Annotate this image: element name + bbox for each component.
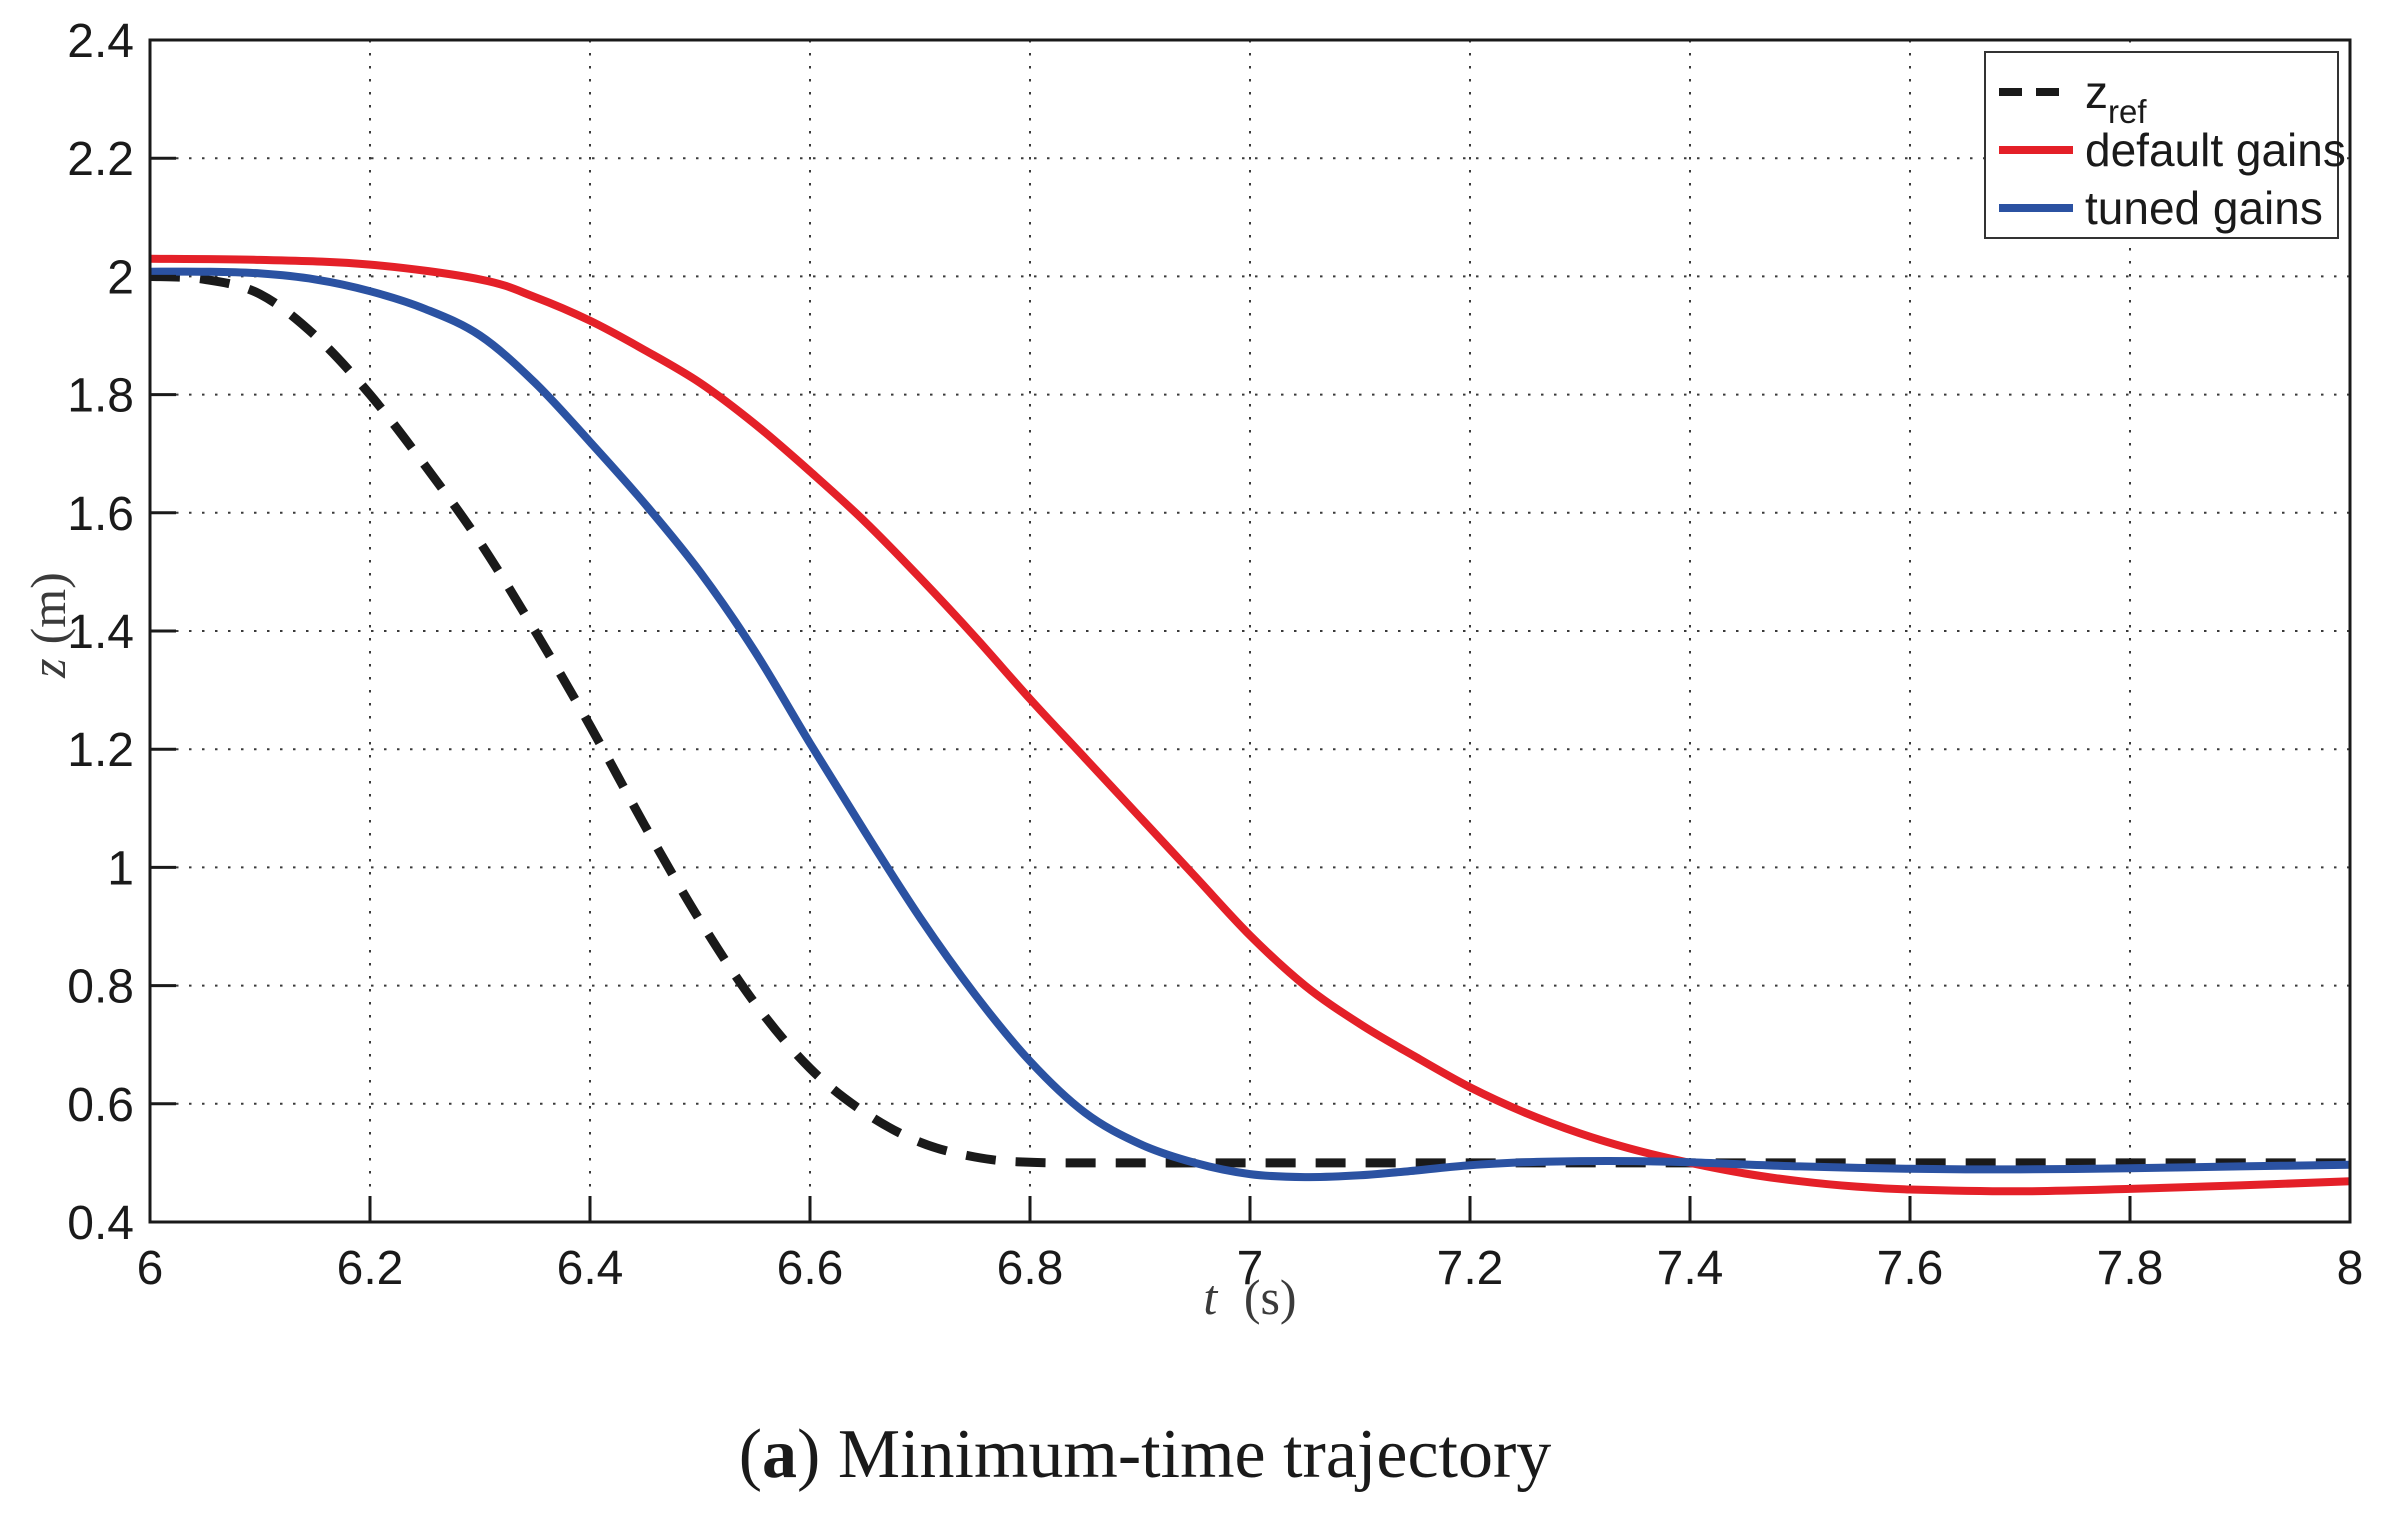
x-tick-label: 6.6 — [777, 1242, 844, 1295]
legend-label: default gains — [2085, 124, 2346, 176]
y-tick-label: 0.6 — [67, 1079, 134, 1132]
y-axis-variable: z — [20, 658, 76, 678]
legend-label: zref — [2085, 66, 2147, 130]
y-tick-label: 1.4 — [67, 606, 134, 659]
x-tick-label: 7.6 — [1877, 1242, 1944, 1295]
x-axis-unit: (s) — [1243, 1269, 1297, 1325]
x-tick-label: 6.2 — [337, 1242, 404, 1295]
x-tick-label: 7.8 — [2097, 1242, 2164, 1295]
y-axis-unit: (m) — [20, 572, 76, 645]
x-tick-label: 6 — [137, 1242, 164, 1295]
series-default-gains-line — [149, 254, 2351, 1196]
x-axis-label: t (s) — [1150, 1268, 1350, 1326]
x-tick-label: 6.8 — [997, 1242, 1064, 1295]
series-z-ref-line — [149, 271, 2350, 1168]
y-tick-label: 1.6 — [67, 488, 134, 541]
y-tick-label: 0.4 — [67, 1197, 134, 1250]
y-tick-label: 2 — [107, 251, 134, 304]
x-tick-label: 7.4 — [1657, 1242, 1724, 1295]
y-axis-label: z (m) — [18, 555, 78, 695]
y-tick-label: 1.8 — [67, 370, 134, 423]
y-tick-label: 2.4 — [67, 15, 134, 68]
legend-item: default gains — [1999, 124, 2346, 176]
y-tick-label: 2.2 — [67, 133, 134, 186]
series-curves — [149, 254, 2351, 1196]
caption-letter: a — [762, 1416, 798, 1493]
caption-text: ) Minimum-time trajectory — [797, 1416, 1552, 1493]
series-tuned-gains-line — [149, 267, 2351, 1182]
x-tick-label: 7.2 — [1437, 1242, 1504, 1295]
legend-item: zref — [1999, 66, 2147, 130]
caption-paren-open: ( — [738, 1416, 763, 1493]
grid — [150, 40, 2350, 1222]
legend-item: tuned gains — [1999, 182, 2323, 234]
axes — [148, 38, 2352, 1224]
figure-caption: (a) Minimum-time trajectory — [0, 1415, 2290, 1495]
legend-label: tuned gains — [2085, 182, 2323, 234]
y-tick-label: 1 — [107, 842, 134, 895]
x-tick-label: 6.4 — [557, 1242, 624, 1295]
x-tick-label: 8 — [2337, 1242, 2364, 1295]
tick-labels: 6 6.2 6.4 6.6 6.8 7 7.2 7.4 7.6 7.8 8 0.4 0.6 0.8 1 1.2… — [67, 15, 2363, 1295]
x-tick-label: 7 — [1237, 1242, 1264, 1295]
y-tick-label: 0.8 — [67, 961, 134, 1014]
x-axis-variable: t — [1203, 1269, 1218, 1325]
y-tick-label: 1.2 — [67, 724, 134, 777]
